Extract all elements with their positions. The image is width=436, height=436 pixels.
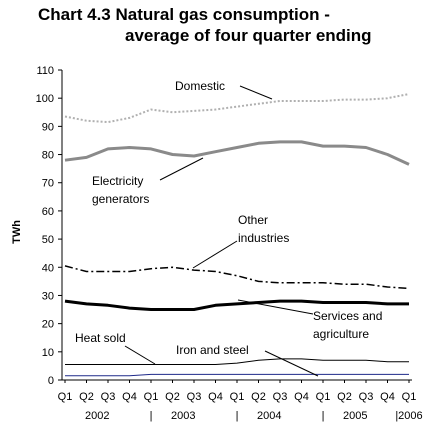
x-tick-label: Q1	[58, 391, 73, 403]
annotation-leader-services-and-agriculture	[237, 299, 314, 315]
year-label: |	[150, 410, 153, 422]
annotation-label-services-and-agriculture: Services and	[313, 309, 382, 323]
annotation-leader-other-industries	[192, 240, 238, 269]
annotation-leader-electricity-generators	[159, 157, 204, 181]
annotation-label-electricity-generators: Electricity	[92, 174, 143, 188]
x-tick-label: Q3	[101, 391, 116, 403]
year-label: 2004	[257, 410, 281, 422]
annotations: Domestic Electricity generators Other indust…	[75, 79, 382, 377]
series-line-domestic	[64, 93, 410, 124]
series-line-electricity-generators	[64, 140, 410, 166]
x-tick-label: Q1	[144, 391, 159, 403]
series-line-services-and-agriculture	[64, 299, 409, 311]
x-tick-label: Q2	[79, 391, 94, 403]
year-label: 2005	[343, 410, 367, 422]
x-tick-label: Q2	[251, 391, 266, 403]
series-line-heat-sold	[65, 358, 409, 365]
annotation-label-services-and-agriculture: agriculture	[313, 327, 369, 341]
x-tick-label: Q1	[230, 391, 245, 403]
x-tick-label: Q2	[165, 391, 180, 403]
y-tick-label: 110	[36, 65, 54, 77]
x-tick-label: Q4	[122, 391, 137, 403]
y-tick-label: 60	[42, 206, 54, 218]
x-tick-label: Q3	[273, 391, 288, 403]
annotation-leader-domestic	[239, 85, 273, 100]
y-tick-label: 80	[42, 150, 54, 162]
annotation-label-electricity-generators: generators	[92, 192, 149, 206]
x-tick-label: Q3	[187, 391, 202, 403]
y-axis-ticks: 0 10 20 30 40 50 60 70 80 90 100 110	[36, 65, 62, 387]
y-tick-label: 10	[42, 347, 54, 359]
y-tick-label: 50	[42, 234, 54, 246]
y-tick-label: 90	[42, 121, 54, 133]
annotation-leader-iron-and-steel	[264, 350, 319, 377]
y-tick-label: 70	[42, 178, 54, 190]
annotation-leader-heat-sold	[124, 345, 156, 365]
annotation-label-iron-and-steel: Iron and steel	[176, 343, 249, 357]
annotation-label-other-industries: Other	[238, 213, 268, 227]
year-label: |	[322, 410, 325, 422]
x-tick-label: Q3	[359, 391, 374, 403]
chart-title-line-2: average of four quarter ending	[125, 26, 372, 45]
x-tick-label: Q2	[337, 391, 352, 403]
year-label: |	[236, 410, 239, 422]
year-label: |2006	[395, 410, 422, 422]
x-tick-label: Q4	[294, 391, 309, 403]
x-tick-label: Q4	[380, 391, 395, 403]
x-tick-label: Q4	[208, 391, 223, 403]
series-lines	[64, 93, 410, 377]
y-tick-label: 30	[42, 290, 54, 302]
annotation-label-domestic: Domestic	[175, 79, 225, 93]
series-line-iron-and-steel	[65, 373, 409, 377]
y-tick-label: 0	[48, 375, 54, 387]
y-tick-label: 40	[42, 262, 54, 274]
series-line-other-industries	[64, 265, 410, 290]
x-tick-label: Q1	[402, 391, 417, 403]
annotation-label-other-industries: industries	[238, 231, 289, 245]
y-tick-label: 20	[42, 319, 54, 331]
year-label: 2002	[85, 410, 109, 422]
annotation-label-heat-sold: Heat sold	[75, 331, 126, 345]
chart-title-line-1: Chart 4.3 Natural gas consumption -	[38, 5, 330, 24]
year-label: 2003	[171, 410, 195, 422]
chart-title: Chart 4.3 Natural gas consumption - aver…	[0, 4, 436, 46]
x-tick-label: Q1	[316, 391, 331, 403]
y-axis-label: TWh	[11, 220, 23, 244]
y-tick-label: 100	[36, 93, 54, 105]
